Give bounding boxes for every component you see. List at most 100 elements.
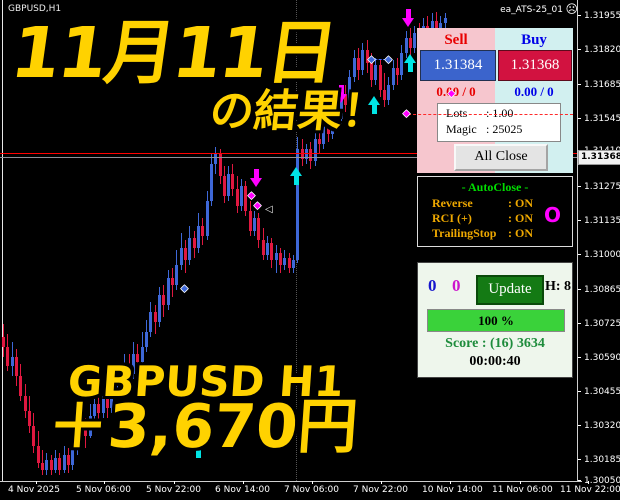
candle-body xyxy=(132,354,135,374)
price-tick xyxy=(577,84,581,85)
time-axis[interactable]: 4 Nov 2025 5 Nov 06:00 5 Nov 22:00 6 Nov 14… xyxy=(0,481,620,500)
candle-body xyxy=(366,50,369,63)
candle-body xyxy=(24,396,27,411)
price-axis-label: 1.31955 xyxy=(584,11,620,21)
trailing-value: : ON xyxy=(508,226,533,240)
candle-body xyxy=(257,218,260,241)
symbol-timeframe-label: GBPUSD,H1 xyxy=(8,4,62,14)
price-axis-label: 1.30320 xyxy=(584,421,620,431)
candle-body xyxy=(184,247,187,261)
candle-body xyxy=(41,462,44,471)
candle-body xyxy=(80,425,83,439)
ea-name-label: ea_ATS-25_01 xyxy=(500,5,563,15)
candle-body xyxy=(223,176,226,197)
candle-body xyxy=(370,62,373,80)
candle-body xyxy=(145,331,148,347)
time-axis-label: 10 Nov 14:00 xyxy=(422,485,483,495)
candle-body xyxy=(63,455,66,471)
time-axis-label: 11 Nov 22:00 xyxy=(560,485,620,495)
update-button[interactable]: Update xyxy=(476,275,544,305)
rci-indicator-icon: O xyxy=(544,203,562,227)
candle-body xyxy=(383,89,386,100)
candle-body xyxy=(392,67,395,85)
candle-body xyxy=(50,460,53,471)
candle-body xyxy=(322,124,325,145)
time-axis-label: 7 Nov 06:00 xyxy=(284,485,339,495)
candle-body xyxy=(171,277,174,285)
time-axis-label: 7 Nov 22:00 xyxy=(353,485,408,495)
h-count-label: H: 8 xyxy=(545,279,572,294)
candle-body xyxy=(206,200,209,236)
time-axis-label: 6 Nov 14:00 xyxy=(215,485,270,495)
candle-body xyxy=(71,450,74,466)
candle-body xyxy=(405,37,408,53)
candle-body xyxy=(301,149,304,159)
time-tick xyxy=(520,481,521,484)
candle-body xyxy=(6,346,9,367)
time-axis-label: 5 Nov 06:00 xyxy=(76,485,131,495)
candle-body xyxy=(348,77,351,105)
price-tick xyxy=(577,118,581,119)
candle-body xyxy=(314,139,317,162)
all-close-button[interactable]: All Close xyxy=(454,144,548,171)
rci-value: : ON xyxy=(508,211,533,225)
time-axis-label: 11 Nov 06:00 xyxy=(492,485,553,495)
candle-body xyxy=(15,356,18,377)
candle-body xyxy=(253,218,256,231)
lots-name: Lots xyxy=(446,106,468,120)
candle-body xyxy=(396,67,399,75)
candle-body xyxy=(283,257,286,266)
count-magenta: 0 xyxy=(452,276,461,295)
candle-body xyxy=(93,403,96,416)
price-tick xyxy=(577,49,581,50)
current-price-label: 1.31368 xyxy=(578,150,620,165)
candle-body xyxy=(331,112,334,135)
autoclose-row-reverse: Reverse: ON xyxy=(432,196,533,211)
candle-body xyxy=(89,415,92,436)
time-tick xyxy=(588,481,589,484)
time-axis-border xyxy=(0,481,582,482)
price-axis[interactable]: 1.319551.318201.316851.315451.314101.312… xyxy=(577,0,620,486)
progress-label: 100 % xyxy=(478,313,514,328)
price-axis-label: 1.30725 xyxy=(584,319,620,329)
current-price-value: 1.31368 xyxy=(581,152,620,162)
time-axis-label: 5 Nov 22:00 xyxy=(146,485,201,495)
time-tick xyxy=(243,481,244,484)
price-axis-label: 1.30590 xyxy=(584,353,620,363)
candle-body xyxy=(214,154,217,164)
price-tick xyxy=(577,357,581,358)
candle-body xyxy=(154,312,157,322)
time-tick xyxy=(104,481,105,484)
candle-body xyxy=(244,186,247,211)
magic-row: Magic: 25025 xyxy=(446,122,522,137)
progress-bar: 100 % xyxy=(427,309,565,332)
candle-body xyxy=(210,163,213,201)
price-axis-label: 1.31545 xyxy=(584,114,620,124)
candle-body xyxy=(435,20,438,29)
candle-body xyxy=(357,57,360,71)
candle-body xyxy=(128,364,131,374)
candle-body xyxy=(431,20,434,33)
price-tick xyxy=(577,186,581,187)
candle-body xyxy=(201,225,204,236)
candle-body xyxy=(45,460,48,471)
price-tick xyxy=(577,480,581,481)
candle-body xyxy=(249,210,252,231)
candle-body xyxy=(275,252,278,261)
candle-body xyxy=(76,438,79,451)
candle-body xyxy=(84,425,87,436)
timer-label: 00:00:40 xyxy=(469,354,521,369)
price-tick xyxy=(577,220,581,221)
candle-body xyxy=(270,242,273,261)
candle-body xyxy=(28,410,31,426)
candle-body xyxy=(219,154,222,177)
time-tick xyxy=(450,481,451,484)
banner-result: の結果！ xyxy=(206,85,390,139)
candle-body xyxy=(115,376,118,392)
candle-body xyxy=(279,252,282,266)
score-label: Score : (16) 3634 xyxy=(445,336,545,351)
buy-price-button[interactable]: 1.31368 xyxy=(498,50,572,81)
sell-price-button[interactable]: 1.31384 xyxy=(420,50,496,81)
